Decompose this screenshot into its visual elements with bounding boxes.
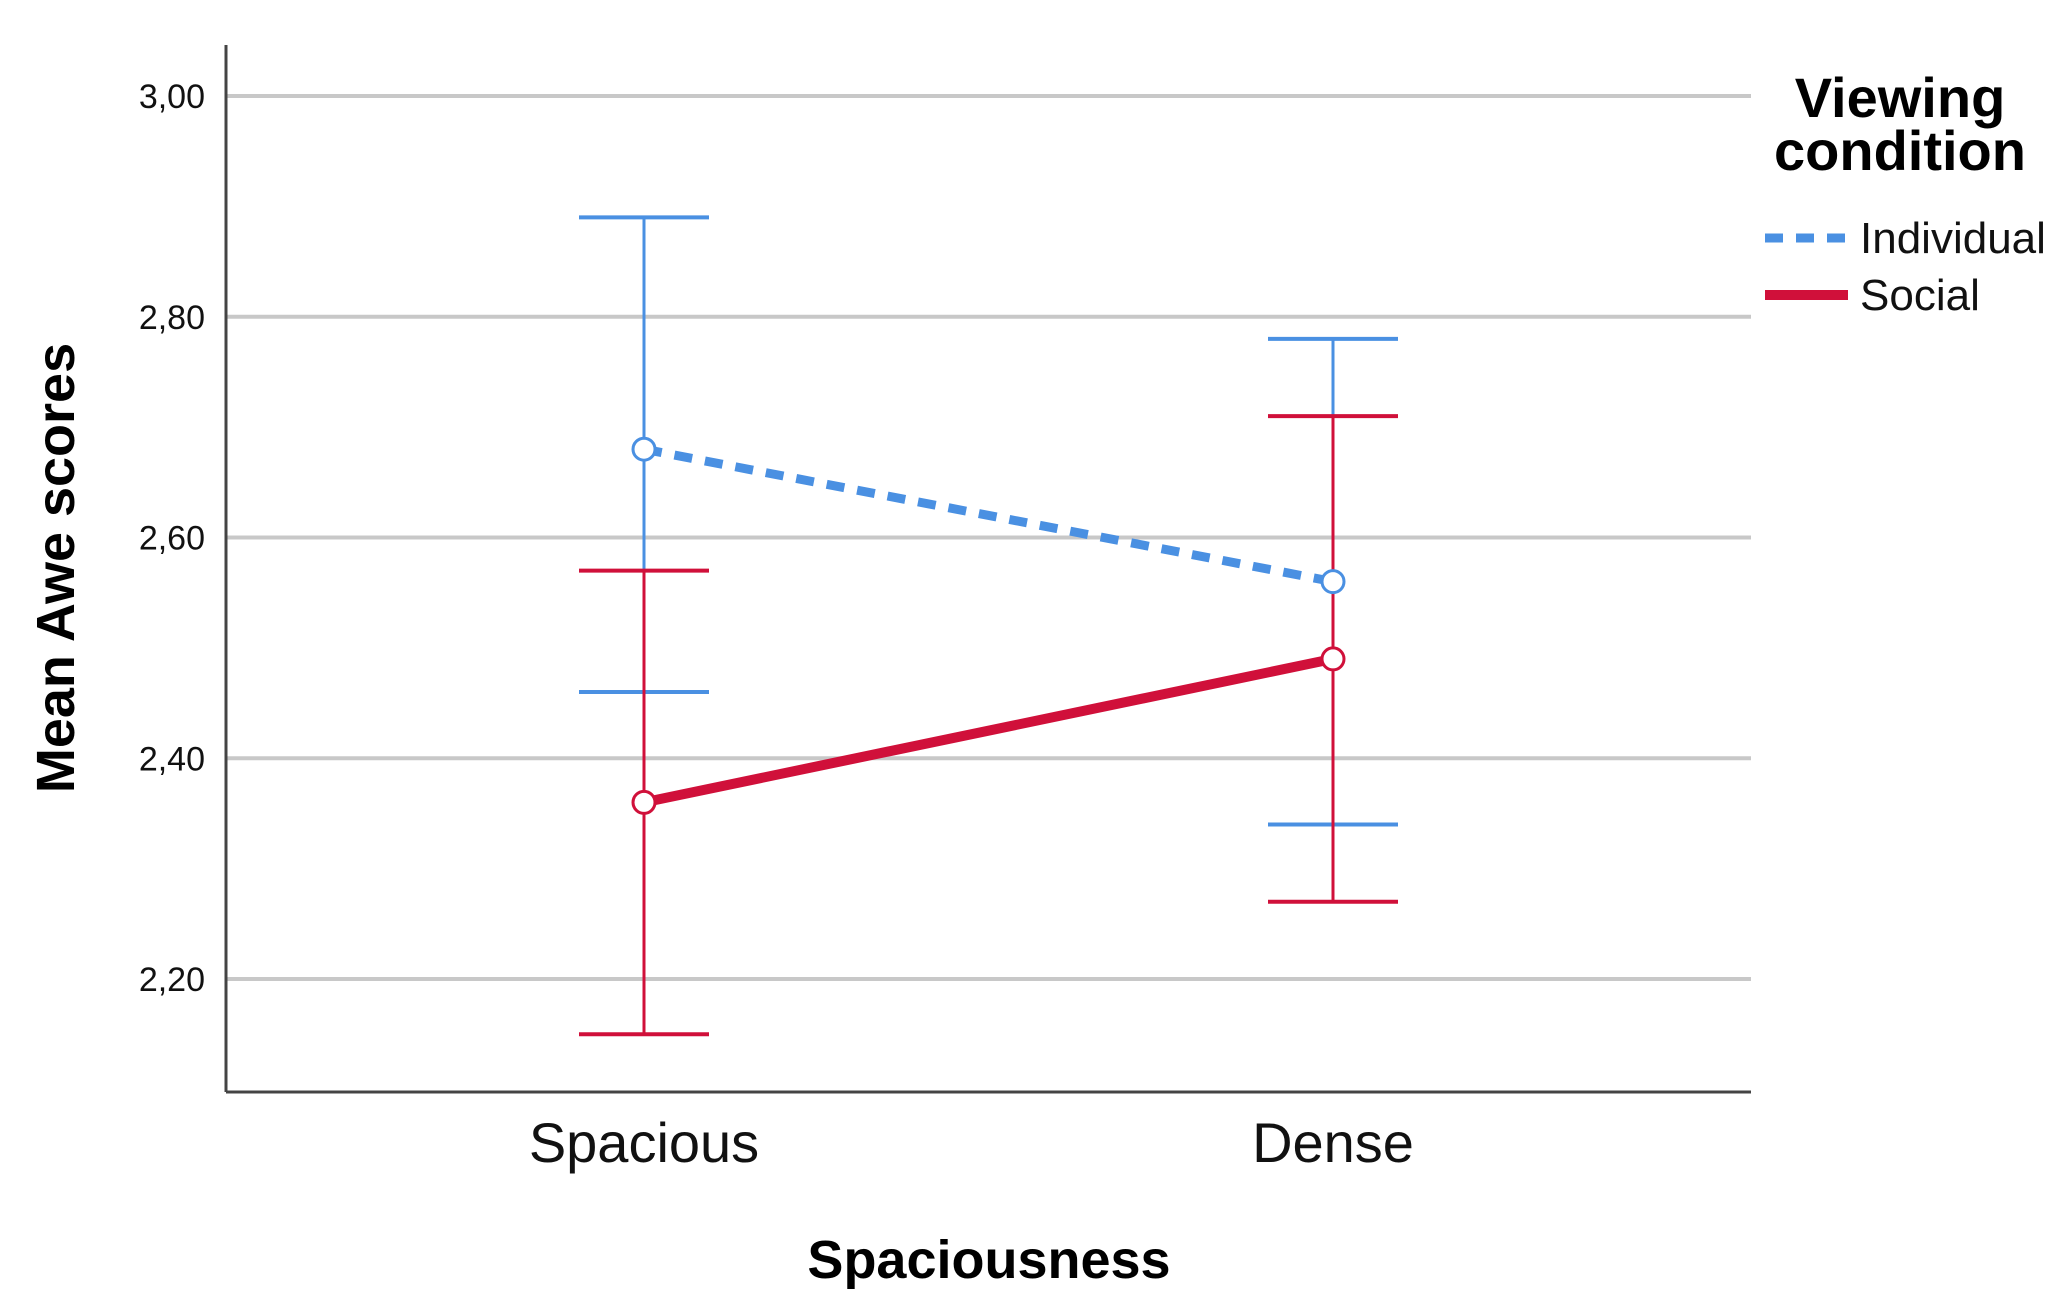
- series-line: [643, 444, 1334, 587]
- y-tick-labels: 2,20 2,40 2,60 2,80 3,00: [139, 78, 205, 999]
- series-line: [642, 654, 1335, 808]
- x-tick-label: Dense: [1252, 1111, 1414, 1174]
- y-tick-label: 2,20: [139, 961, 205, 999]
- error-bars: [579, 215, 1398, 1037]
- legend-title-line-2: condition: [1774, 119, 2026, 182]
- data-point: [1320, 646, 1346, 672]
- gridlines: [226, 94, 1751, 981]
- data-point: [631, 436, 657, 462]
- legend-label: Individual: [1860, 214, 2046, 263]
- legend-label: Social: [1860, 271, 1980, 320]
- legend-items: Individual Social: [1765, 214, 2046, 320]
- data-point: [1320, 569, 1346, 595]
- data-point: [631, 789, 657, 815]
- axes: [224, 45, 1751, 1094]
- series-lines: [642, 444, 1335, 808]
- x-axis-title: Spaciousness: [807, 1230, 1170, 1290]
- point-markers: [631, 436, 1346, 815]
- y-tick-label: 2,40: [139, 740, 205, 778]
- y-tick-label: 2,60: [139, 520, 205, 558]
- legend-title-line-1: Viewing: [1795, 66, 2006, 129]
- legend: Viewing condition Individual Social: [1765, 66, 2046, 320]
- y-axis-title: Mean Awe scores: [26, 343, 86, 793]
- x-tick-label: Spacious: [529, 1111, 759, 1174]
- x-tick-labels: Spacious Dense: [529, 1111, 1414, 1174]
- y-tick-label: 2,80: [139, 299, 205, 337]
- y-tick-label: 3,00: [139, 78, 205, 116]
